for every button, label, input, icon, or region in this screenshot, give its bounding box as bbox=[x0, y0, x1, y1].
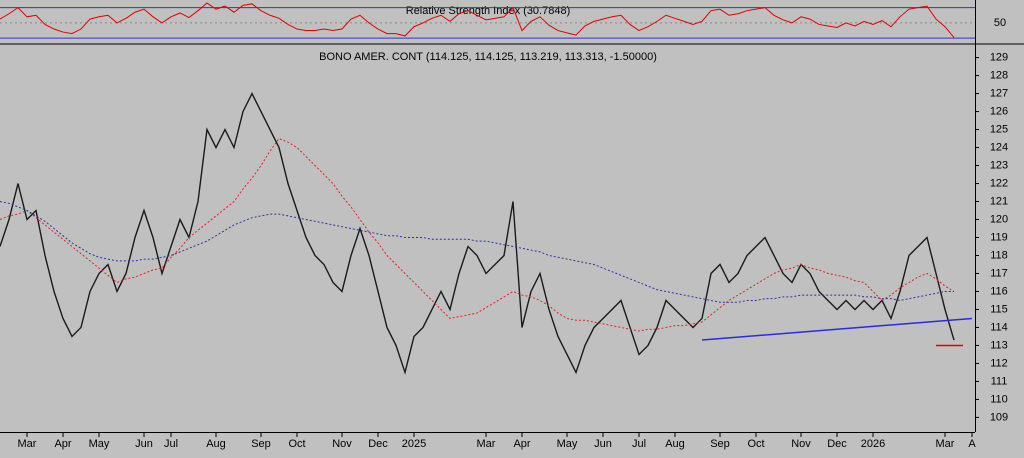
y-tick-label: 116 bbox=[990, 285, 1008, 297]
x-tick-label: Apr bbox=[513, 438, 530, 450]
x-tick-label: Aug bbox=[665, 438, 685, 450]
x-tick-label: Sep bbox=[251, 438, 271, 450]
y-tick-label: 109 bbox=[990, 411, 1008, 423]
chart-title: BONO AMER. CONT (114.125, 114.125, 113.2… bbox=[319, 51, 657, 63]
moving-average bbox=[0, 137, 955, 332]
y-tick-label: 127 bbox=[990, 87, 1008, 99]
y-tick-label: 128 bbox=[990, 69, 1008, 81]
x-tick-label: Dec bbox=[827, 438, 847, 450]
y-tick-label: 123 bbox=[990, 159, 1008, 171]
x-tick-label: Jul bbox=[632, 438, 646, 450]
y-tick-label: 121 bbox=[990, 195, 1008, 207]
y-tick-label: 112 bbox=[990, 357, 1008, 369]
x-tick-label: Sep bbox=[710, 438, 730, 450]
rsi-title: Relative Strength Index (30.7848) bbox=[406, 5, 571, 17]
y-tick-label: 115 bbox=[990, 303, 1008, 315]
x-tick-label: Apr bbox=[54, 438, 71, 450]
rsi-line bbox=[0, 2, 955, 38]
x-tick-label: May bbox=[89, 438, 110, 450]
x-tick-label: Aug bbox=[206, 438, 226, 450]
y-tick-label: 125 bbox=[990, 123, 1008, 135]
x-tick-label: 2025 bbox=[402, 438, 426, 450]
x-tick-label: Mar bbox=[936, 438, 955, 450]
y-tick-label: 113 bbox=[990, 339, 1008, 351]
price-line bbox=[0, 92, 955, 375]
y-tick-label: 117 bbox=[990, 267, 1008, 279]
y-tick-label: 129 bbox=[990, 51, 1008, 63]
x-tick-label: May bbox=[557, 438, 578, 450]
y-tick-label: 124 bbox=[990, 141, 1008, 153]
x-tick-label: Jun bbox=[135, 438, 153, 450]
moving-average bbox=[0, 201, 954, 303]
x-tick-label: Jun bbox=[594, 438, 612, 450]
x-tick-label: Mar bbox=[477, 438, 496, 450]
y-tick-label: 114 bbox=[990, 321, 1008, 333]
x-tick-label: Mar bbox=[18, 438, 37, 450]
x-tick-label: Nov bbox=[791, 438, 811, 450]
x-tick-label: Oct bbox=[747, 438, 764, 450]
y-tick-label: 118 bbox=[990, 249, 1008, 261]
y-tick-label: 110 bbox=[990, 393, 1008, 405]
y-tick-label: 120 bbox=[990, 213, 1008, 225]
trendline bbox=[701, 317, 973, 341]
y-tick-label: 126 bbox=[990, 105, 1008, 117]
x-tick-label: Dec bbox=[368, 438, 388, 450]
y-tick-label: 111 bbox=[991, 375, 1008, 387]
x-tick-label: Nov bbox=[332, 438, 352, 450]
x-tick-label: A bbox=[968, 438, 976, 450]
x-tick-label: Jul bbox=[164, 438, 178, 450]
x-tick-label: Oct bbox=[288, 438, 305, 450]
y-tick-label: 119 bbox=[990, 231, 1008, 243]
y-tick-label: 122 bbox=[990, 177, 1008, 189]
rsi-tick-label: 50 bbox=[994, 17, 1006, 29]
x-tick-label: 2026 bbox=[861, 438, 885, 450]
